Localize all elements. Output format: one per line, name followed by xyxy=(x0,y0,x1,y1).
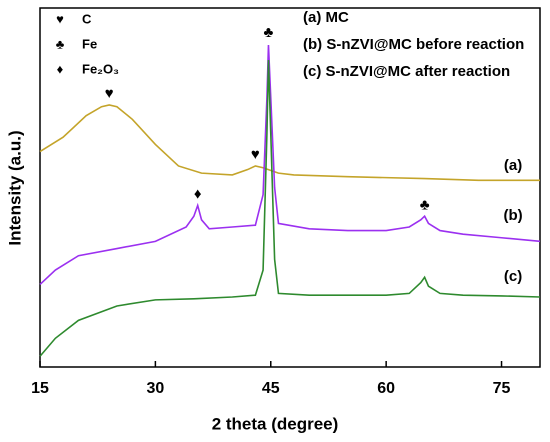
x-axis-label: 2 theta (degree) xyxy=(212,414,339,433)
x-tick-label: 15 xyxy=(31,380,49,397)
x-tick-label: 45 xyxy=(262,380,280,397)
symbol-legend-mark: ♥ xyxy=(56,11,64,26)
x-tick-label: 75 xyxy=(493,380,511,397)
y-axis-label: Intensity (a.u.) xyxy=(5,130,24,245)
symbol-legend-label: Fe xyxy=(82,36,97,51)
plot-frame xyxy=(39,7,541,368)
legend-label: (b) S-nZVI@MC before reaction xyxy=(303,36,524,53)
symbol-legend-label: C xyxy=(82,11,92,26)
series-line xyxy=(39,104,540,182)
legend-label: (c) S-nZVI@MC after reaction xyxy=(303,63,510,80)
annotation: ♥ xyxy=(251,146,260,163)
annotation: ♣ xyxy=(264,24,274,41)
annotation: ♣ xyxy=(420,196,430,213)
legend-label: (a) MC xyxy=(303,9,349,26)
x-tick-label: 60 xyxy=(377,380,395,397)
series-line xyxy=(39,44,541,286)
symbol-legend-mark: ♦ xyxy=(57,61,64,76)
annotation: (a) xyxy=(504,157,522,174)
symbol-legend-mark: ♣ xyxy=(56,36,65,51)
annotation: (b) xyxy=(503,207,522,224)
annotation: (c) xyxy=(504,268,522,285)
annotation: ♦ xyxy=(194,186,202,203)
symbol-legend-label: Fe₂O₃ xyxy=(82,61,119,76)
annotation: ♥ xyxy=(105,85,114,102)
x-tick-label: 30 xyxy=(146,380,164,397)
series-line xyxy=(39,60,541,357)
